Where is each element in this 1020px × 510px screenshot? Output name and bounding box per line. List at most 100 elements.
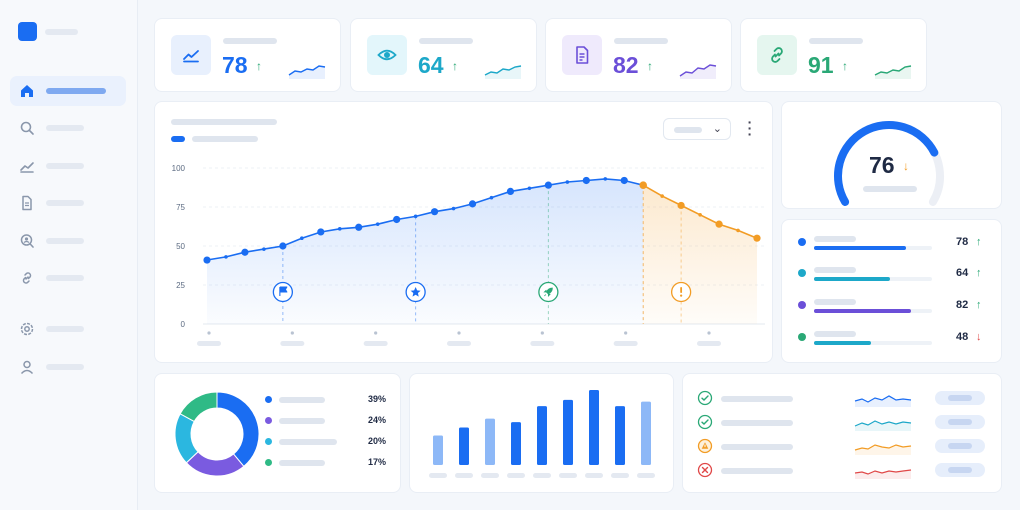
kpi-icon-box bbox=[757, 35, 797, 75]
gauge-value: 76 bbox=[869, 152, 895, 178]
sidebar-item-analytics[interactable] bbox=[10, 151, 126, 181]
forecast-point bbox=[736, 228, 740, 233]
pill-label-placeholder bbox=[948, 395, 972, 401]
metric-progress-fill bbox=[814, 277, 890, 281]
metric-dot bbox=[798, 301, 806, 309]
data-point bbox=[355, 223, 363, 231]
kpi-card[interactable]: 64 ↑ bbox=[350, 18, 537, 92]
kpi-label-placeholder bbox=[614, 38, 668, 44]
x-tick-label-placeholder bbox=[613, 341, 638, 346]
metric-row[interactable]: 48 ↓ bbox=[796, 331, 988, 351]
list-item[interactable] bbox=[697, 437, 987, 457]
metric-row[interactable]: 64 ↑ bbox=[796, 267, 988, 287]
metric-row[interactable]: 78 ↑ bbox=[796, 236, 988, 256]
kpi-value: 91 bbox=[808, 52, 834, 78]
sidebar-item-settings[interactable] bbox=[10, 314, 126, 344]
legend-dot bbox=[265, 396, 272, 403]
gear-icon bbox=[20, 322, 34, 336]
document-icon bbox=[576, 46, 589, 64]
list-item[interactable] bbox=[697, 389, 987, 409]
data-point bbox=[489, 195, 494, 200]
x-tick-label-placeholder bbox=[363, 341, 388, 346]
alert-icon bbox=[670, 281, 692, 303]
status-pill[interactable] bbox=[935, 463, 985, 477]
metric-row[interactable]: 82 ↑ bbox=[796, 299, 988, 319]
donut-slice bbox=[216, 391, 260, 468]
sidebar-item-label-placeholder bbox=[46, 238, 84, 244]
bar bbox=[433, 435, 443, 465]
status-pill[interactable] bbox=[935, 439, 985, 453]
data-point bbox=[224, 255, 228, 259]
legend-label-placeholder bbox=[279, 460, 325, 466]
forecast-start-point bbox=[639, 181, 648, 189]
y-tick-label: 75 bbox=[176, 203, 185, 212]
bar bbox=[589, 390, 599, 465]
legend-label-placeholder bbox=[279, 397, 325, 403]
trend-arrow-icon: ↑ bbox=[452, 59, 458, 73]
trend-arrow-icon: ↑ bbox=[976, 236, 982, 248]
bar-chart bbox=[429, 390, 655, 478]
list-item[interactable] bbox=[697, 413, 987, 433]
gauge-fill bbox=[834, 121, 939, 206]
x-tick bbox=[624, 331, 628, 335]
star-icon bbox=[405, 281, 426, 303]
trend-up-icon bbox=[183, 50, 199, 63]
sidebar-item-profile[interactable] bbox=[10, 352, 126, 382]
forecast-point bbox=[753, 234, 761, 242]
donut-chart bbox=[174, 391, 260, 477]
data-point bbox=[506, 187, 515, 195]
data-point bbox=[203, 256, 211, 264]
sidebar-item-links[interactable] bbox=[10, 263, 126, 293]
list-item[interactable] bbox=[697, 461, 987, 481]
metric-dot bbox=[798, 269, 806, 277]
logo bbox=[18, 22, 37, 41]
data-point bbox=[393, 215, 401, 224]
sidebar-item-audience[interactable] bbox=[10, 226, 126, 256]
sparkline bbox=[854, 420, 912, 431]
kpi-card[interactable]: 82 ↑ bbox=[545, 18, 732, 92]
data-point bbox=[527, 186, 532, 191]
metric-progress-track bbox=[814, 309, 932, 313]
x-tick-label-placeholder bbox=[585, 473, 603, 478]
kpi-icon-box bbox=[171, 35, 211, 75]
bar bbox=[459, 427, 469, 465]
status-pill[interactable] bbox=[935, 415, 985, 429]
data-point bbox=[413, 214, 418, 219]
flag-icon bbox=[272, 281, 294, 303]
metrics-card: 78 ↑ 64 ↑ 82 ↑ 48 ↓ bbox=[781, 219, 1002, 363]
kpi-card[interactable]: 91 ↑ bbox=[740, 18, 927, 92]
sidebar-item-home[interactable] bbox=[10, 76, 126, 106]
y-tick-label: 50 bbox=[176, 242, 185, 251]
search-user-icon bbox=[20, 234, 34, 248]
bar bbox=[511, 422, 521, 465]
metric-progress-track bbox=[814, 341, 932, 345]
x-tick-label-placeholder bbox=[429, 473, 447, 478]
data-point bbox=[262, 247, 266, 251]
list-item-label-placeholder bbox=[721, 396, 793, 402]
kpi-card[interactable]: 78 ↑ bbox=[154, 18, 341, 92]
donut-chart-card: 39% 24% 20% 17% bbox=[154, 373, 401, 493]
trend-arrow-icon: ↑ bbox=[647, 59, 653, 73]
more-options-icon[interactable]: · · · bbox=[747, 114, 753, 142]
data-point bbox=[603, 177, 608, 181]
trend-arrow-icon: ↑ bbox=[976, 267, 982, 279]
sparkline bbox=[854, 444, 912, 455]
line-chart-card: ⌄ · · · 100 75 50 25 0 bbox=[154, 101, 773, 363]
sidebar-item-documents[interactable] bbox=[10, 188, 126, 218]
metric-value: 78 bbox=[956, 236, 969, 248]
kpi-value: 78 bbox=[222, 52, 248, 78]
period-dropdown[interactable]: ⌄ bbox=[663, 118, 731, 140]
area-fill bbox=[207, 178, 644, 324]
sidebar-item-search[interactable] bbox=[10, 113, 126, 143]
status-pill[interactable] bbox=[935, 391, 985, 405]
data-point bbox=[317, 228, 325, 236]
area-fill-forecast bbox=[643, 185, 757, 324]
chart-title-placeholder bbox=[171, 119, 277, 125]
legend-dot bbox=[265, 459, 272, 466]
y-tick-label: 25 bbox=[176, 281, 185, 290]
metric-progress-fill bbox=[814, 341, 871, 345]
sidebar bbox=[0, 0, 138, 510]
sidebar-item-label-placeholder bbox=[46, 275, 84, 281]
metric-value: 82 bbox=[956, 299, 969, 311]
metric-label-placeholder bbox=[814, 236, 856, 242]
